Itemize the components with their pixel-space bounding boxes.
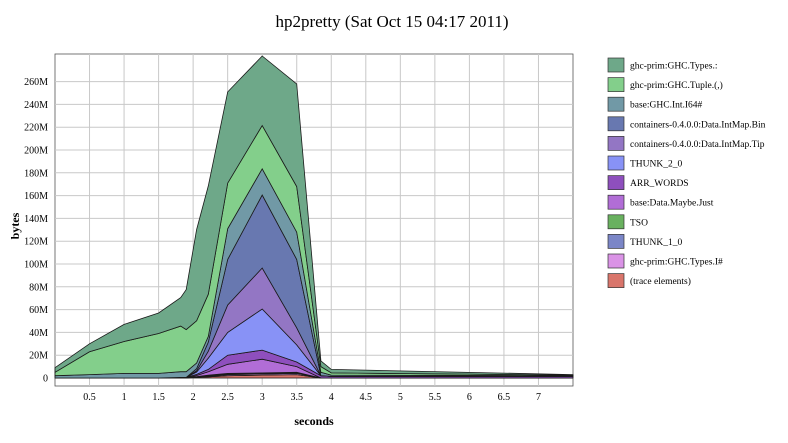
x-tick-label: 0.5 <box>83 392 96 403</box>
x-tick-label: 4.5 <box>360 392 373 403</box>
legend-item: containers-0.4.0.0:Data.IntMap.Tip <box>607 136 765 151</box>
y-tick-label: 80M <box>29 282 48 293</box>
legend-swatch <box>607 77 625 92</box>
legend-label: THUNK_1_0 <box>630 238 682 248</box>
legend-label: (trace elements) <box>630 276 691 287</box>
y-tick-label: 180M <box>24 168 48 179</box>
legend-swatch <box>607 57 625 73</box>
x-tick-label: 2 <box>191 392 196 403</box>
legend-swatch <box>607 273 625 288</box>
y-axis-ticks: 0 20M 40M 60M 80M 100M 120M 140M 160M 180M 200M 220… <box>24 77 48 384</box>
legend-swatch <box>607 175 625 190</box>
legend-label: THUNK_2_0 <box>630 160 682 170</box>
x-tick-label: 2.5 <box>221 392 234 403</box>
legend-swatch <box>607 214 625 230</box>
y-tick-label: 160M <box>24 191 48 202</box>
legend-swatch <box>607 136 625 151</box>
y-tick-label: 20M <box>29 351 48 362</box>
chart-title: hp2pretty (Sat Oct 15 04:17 2011) <box>275 12 508 31</box>
x-tick-label: 1 <box>122 392 127 403</box>
legend-label: ghc-prim:GHC.Tuple.(,) <box>630 80 723 91</box>
x-tick-label: 3 <box>260 392 265 403</box>
y-tick-label: 0 <box>43 374 48 385</box>
legend-label: TSO <box>630 218 648 228</box>
x-axis-label: seconds <box>294 414 334 428</box>
legend-item: (trace elements) <box>607 273 691 288</box>
legend-item: ghc-prim:GHC.Tuple.(,) <box>607 77 723 92</box>
legend-label: ghc-prim:GHC.Types.: <box>630 62 717 72</box>
legend-item: THUNK_1_0 <box>607 234 682 249</box>
legend-label: containers-0.4.0.0:Data.IntMap.Bin <box>630 120 766 130</box>
y-tick-label: 200M <box>24 146 48 157</box>
x-tick-label: 6.5 <box>498 392 511 403</box>
legend: ghc-prim:GHC.Types.: ghc-prim:GHC.Tuple.(… <box>607 57 766 288</box>
x-tick-label: 1.5 <box>152 392 165 403</box>
x-tick-label: 5.5 <box>429 392 442 403</box>
legend-label: base:Data.Maybe.Just <box>630 199 714 209</box>
legend-item: ghc-prim:GHC.Types.: <box>607 57 717 73</box>
y-tick-label: 260M <box>24 77 48 88</box>
legend-item: base:GHC.Int.I64# <box>607 96 703 112</box>
y-tick-label: 240M <box>24 100 48 111</box>
y-tick-label: 220M <box>24 123 48 134</box>
x-tick-label: 3.5 <box>290 392 303 403</box>
legend-swatch <box>607 96 625 112</box>
y-tick-label: 140M <box>24 214 48 225</box>
legend-swatch <box>607 194 625 210</box>
x-tick-label: 4 <box>329 392 334 403</box>
legend-label: containers-0.4.0.0:Data.IntMap.Tip <box>630 140 765 150</box>
legend-item: containers-0.4.0.0:Data.IntMap.Bin <box>607 116 766 132</box>
legend-label: ARR_WORDS <box>630 179 689 189</box>
legend-swatch <box>607 116 625 132</box>
legend-label: ghc-prim:GHC.Types.I# <box>630 258 723 268</box>
y-tick-label: 100M <box>24 260 48 271</box>
y-axis-label: bytes <box>8 212 22 239</box>
area-series-ghc-prim-ghc-types- <box>54 55 574 376</box>
x-axis-ticks: 0.5 1 1.5 2 2.5 3 3.5 4 4.5 5 5.5 6 6.5 7 <box>83 392 541 403</box>
legend-item: THUNK_2_0 <box>607 155 682 171</box>
legend-swatch <box>607 234 625 249</box>
legend-label: base:GHC.Int.I64# <box>630 101 703 111</box>
x-tick-label: 6 <box>467 392 472 403</box>
y-tick-label: 60M <box>29 305 48 316</box>
legend-item: ghc-prim:GHC.Types.I# <box>607 253 723 269</box>
x-tick-label: 5 <box>398 392 403 403</box>
legend-swatch <box>607 155 625 171</box>
legend-item: ARR_WORDS <box>607 175 689 190</box>
y-tick-label: 40M <box>29 328 48 339</box>
legend-swatch <box>607 253 625 269</box>
legend-item: TSO <box>607 214 648 230</box>
area-layers <box>54 55 574 379</box>
x-tick-label: 7 <box>536 392 541 403</box>
legend-item: base:Data.Maybe.Just <box>607 194 714 210</box>
y-tick-label: 120M <box>24 237 48 248</box>
